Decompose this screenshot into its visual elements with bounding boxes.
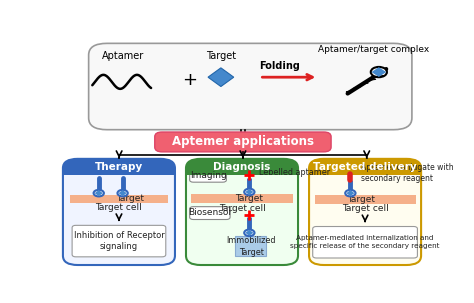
Bar	[315, 195, 416, 204]
Polygon shape	[372, 67, 386, 77]
Polygon shape	[346, 190, 355, 196]
Text: Aptamer/target complex: Aptamer/target complex	[318, 45, 429, 54]
Circle shape	[244, 230, 255, 236]
Text: Aptamer conjugate with
secondary reagent: Aptamer conjugate with secondary reagent	[361, 163, 454, 183]
FancyBboxPatch shape	[309, 159, 421, 175]
Text: Diagnosis: Diagnosis	[213, 162, 271, 172]
Text: Target cell: Target cell	[96, 203, 142, 212]
FancyBboxPatch shape	[186, 159, 298, 175]
Text: Target cell: Target cell	[219, 204, 265, 213]
Text: Target cell: Target cell	[342, 204, 389, 213]
Text: Immobilized
Target: Immobilized Target	[227, 236, 276, 257]
Bar	[63, 167, 175, 175]
FancyBboxPatch shape	[190, 169, 227, 182]
FancyBboxPatch shape	[72, 225, 166, 257]
FancyBboxPatch shape	[190, 207, 230, 219]
FancyBboxPatch shape	[313, 227, 418, 258]
FancyBboxPatch shape	[309, 159, 421, 265]
Text: Biosensor: Biosensor	[188, 208, 232, 218]
Polygon shape	[95, 190, 103, 196]
Polygon shape	[246, 230, 254, 236]
Bar	[235, 236, 266, 256]
Text: Target: Target	[116, 195, 144, 204]
Circle shape	[93, 190, 104, 196]
Text: Folding: Folding	[259, 61, 300, 71]
Circle shape	[371, 67, 387, 77]
Text: Therapy: Therapy	[95, 162, 143, 172]
Bar	[70, 195, 168, 203]
Polygon shape	[246, 189, 254, 195]
Text: Aptemer applications: Aptemer applications	[172, 135, 314, 148]
Text: Imaging: Imaging	[190, 171, 227, 180]
Bar	[186, 167, 298, 175]
Text: Target: Target	[347, 195, 375, 204]
Bar	[309, 167, 421, 175]
Text: Aptamer-mediated internalization and
specific release of the secondary reagent: Aptamer-mediated internalization and spe…	[290, 235, 440, 249]
Text: Aptamer: Aptamer	[102, 51, 145, 61]
Bar	[191, 194, 292, 203]
FancyBboxPatch shape	[63, 159, 175, 175]
Text: Lebelled aptamer: Lebelled aptamer	[258, 168, 329, 177]
Circle shape	[244, 189, 255, 195]
Text: Target: Target	[206, 51, 236, 61]
Polygon shape	[208, 68, 234, 87]
Text: +: +	[182, 71, 197, 88]
FancyBboxPatch shape	[155, 132, 331, 152]
Text: Targeted delivery: Targeted delivery	[313, 162, 417, 172]
FancyBboxPatch shape	[89, 43, 412, 130]
Circle shape	[345, 190, 356, 196]
Text: Inhibition of Receptor
signaling: Inhibition of Receptor signaling	[73, 231, 164, 251]
FancyBboxPatch shape	[186, 159, 298, 265]
Circle shape	[118, 190, 128, 196]
Polygon shape	[118, 190, 127, 196]
Text: Target: Target	[236, 194, 264, 203]
FancyBboxPatch shape	[63, 159, 175, 265]
